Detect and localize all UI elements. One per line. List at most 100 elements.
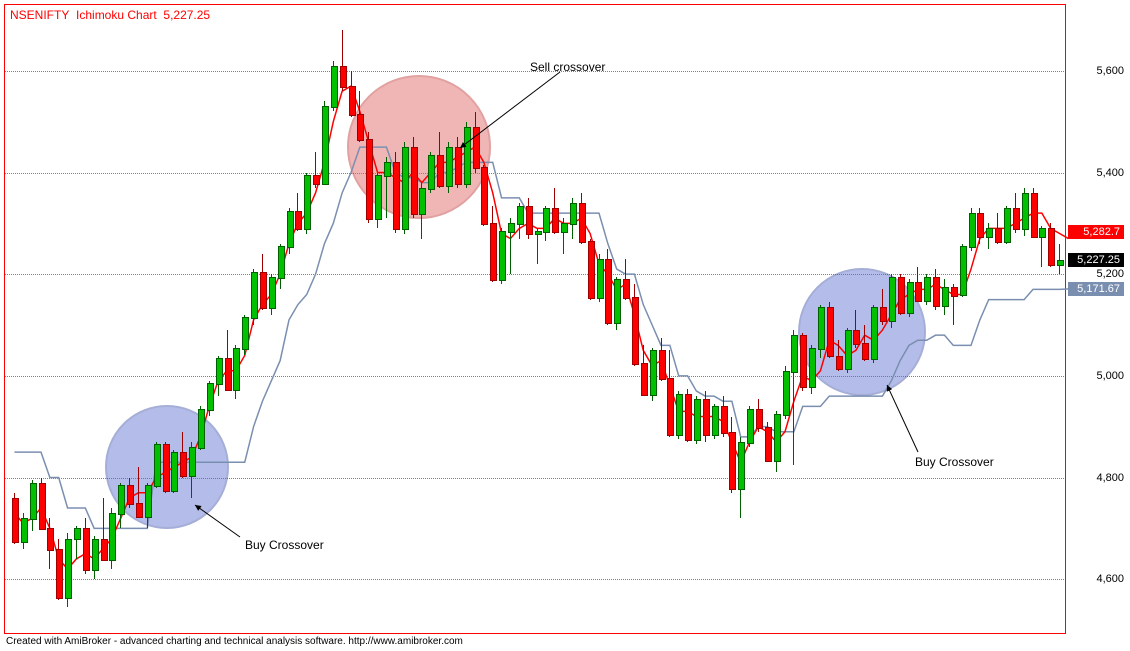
candle-body bbox=[127, 485, 134, 505]
candle-body bbox=[393, 162, 400, 230]
candle-body bbox=[145, 485, 152, 518]
candle-body bbox=[473, 127, 480, 170]
title-chartname: Ichimoku Chart bbox=[76, 8, 157, 22]
candle-body bbox=[1031, 193, 1038, 238]
candle-body bbox=[136, 503, 143, 518]
candle-body bbox=[154, 444, 161, 487]
candle-body bbox=[597, 259, 604, 299]
candle-body bbox=[641, 363, 648, 396]
candle-body bbox=[907, 282, 914, 315]
candle-body bbox=[207, 383, 214, 410]
candle-body bbox=[171, 452, 178, 492]
candle-body bbox=[1022, 193, 1029, 231]
candle-body bbox=[836, 356, 843, 371]
candle-body bbox=[295, 211, 302, 231]
candle-body bbox=[269, 277, 276, 310]
candle-body bbox=[92, 539, 99, 572]
candle-body bbox=[969, 213, 976, 248]
candle-body bbox=[278, 246, 285, 279]
footer-text: Created with AmiBroker - advanced charti… bbox=[6, 636, 463, 647]
candle-body bbox=[729, 432, 736, 490]
candle-body bbox=[570, 203, 577, 225]
candle-body bbox=[198, 409, 205, 449]
price-marker: 5,171.67 bbox=[1068, 282, 1124, 296]
candle-body bbox=[986, 228, 993, 238]
candle-body bbox=[499, 231, 506, 281]
candle-body bbox=[791, 335, 798, 373]
candle-body bbox=[47, 528, 54, 550]
candle-body bbox=[898, 277, 905, 315]
candle-body bbox=[579, 203, 586, 243]
title-symbol: NSENIFTY bbox=[10, 8, 69, 22]
candle-body bbox=[340, 66, 347, 88]
candle-wick bbox=[1059, 244, 1060, 275]
title-value: 5,227.25 bbox=[163, 8, 210, 22]
y-tick-label: 5,200 bbox=[1096, 268, 1124, 280]
price-marker: 5,282.7 bbox=[1068, 225, 1124, 239]
candle-body bbox=[756, 409, 763, 429]
candle-body bbox=[163, 444, 170, 492]
candle-body bbox=[659, 350, 666, 380]
candle-body bbox=[526, 206, 533, 236]
candle-body bbox=[747, 409, 754, 444]
candle-body bbox=[703, 399, 710, 437]
y-tick-label: 4,600 bbox=[1096, 573, 1124, 585]
candle-body bbox=[189, 447, 196, 477]
chart-container: NSENIFTY Ichimoku Chart 5,227.25 5,600 5,… bbox=[0, 0, 1130, 651]
candle-body bbox=[783, 371, 790, 416]
annotation-label: Buy Crossover bbox=[915, 455, 994, 469]
candle-body bbox=[623, 279, 630, 299]
annotation-label: Buy Crossover bbox=[245, 538, 324, 552]
candle-body bbox=[65, 539, 72, 599]
annotation-label: Sell crossover bbox=[530, 60, 605, 74]
candle-body bbox=[446, 147, 453, 187]
candle-body bbox=[74, 528, 81, 540]
candle-body bbox=[251, 272, 258, 320]
candle-body bbox=[960, 246, 967, 296]
y-tick-label: 5,000 bbox=[1096, 370, 1124, 382]
candle-body bbox=[809, 348, 816, 388]
candle-body bbox=[765, 427, 772, 462]
candle-body bbox=[56, 549, 63, 599]
y-tick-label: 4,800 bbox=[1096, 472, 1124, 484]
candle-body bbox=[588, 241, 595, 299]
candle-body bbox=[977, 213, 984, 238]
candle-body bbox=[375, 175, 382, 220]
candle-body bbox=[1013, 208, 1020, 230]
candle-body bbox=[845, 330, 852, 370]
candle-body bbox=[552, 208, 559, 233]
candle-body bbox=[322, 106, 329, 184]
candle-body bbox=[402, 147, 409, 230]
candle-body bbox=[419, 188, 426, 215]
candle-body bbox=[605, 259, 612, 325]
candle-body bbox=[180, 452, 187, 477]
candle-body bbox=[712, 406, 719, 436]
candle-body bbox=[924, 277, 931, 302]
candle-body bbox=[490, 223, 497, 281]
candle-body bbox=[871, 307, 878, 360]
candle-body bbox=[1039, 228, 1046, 238]
candle-body bbox=[1048, 228, 1055, 266]
candle-body bbox=[915, 282, 922, 302]
y-tick-label: 5,600 bbox=[1096, 65, 1124, 77]
price-marker: 5,227.25 bbox=[1068, 253, 1124, 267]
candle-body bbox=[313, 175, 320, 185]
candle-body bbox=[685, 394, 692, 442]
candle-body bbox=[242, 317, 249, 350]
candle-body bbox=[233, 348, 240, 391]
candle-body bbox=[437, 155, 444, 188]
candle-body bbox=[676, 394, 683, 437]
candle-body bbox=[39, 483, 46, 531]
candle-body bbox=[853, 330, 860, 345]
candle-body bbox=[889, 277, 896, 322]
candle-body bbox=[535, 231, 542, 236]
candle-body bbox=[543, 208, 550, 233]
candle-body bbox=[428, 155, 435, 190]
candle-body bbox=[384, 162, 391, 177]
candle-body bbox=[12, 498, 19, 543]
candle-body bbox=[30, 483, 37, 521]
candle-body bbox=[464, 127, 471, 185]
candle-body bbox=[83, 528, 90, 571]
candle-body bbox=[481, 167, 488, 225]
candle-body bbox=[517, 206, 524, 226]
